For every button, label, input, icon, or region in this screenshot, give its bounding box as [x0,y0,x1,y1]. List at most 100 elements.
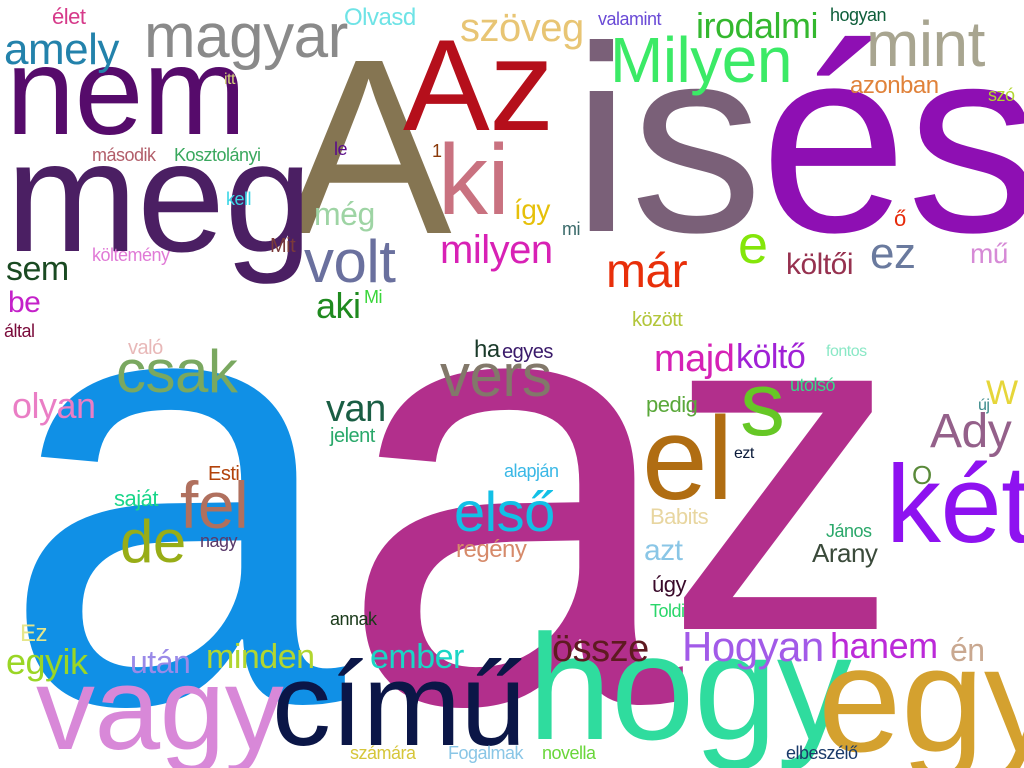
word-kolto: költő [736,338,806,376]
word-sajat: saját [114,486,158,511]
word-is: is [572,0,763,288]
word-szoveg: szöveg [460,6,584,50]
word-hanem: hanem [830,625,938,666]
word-azt: azt [644,534,683,567]
word-van: van [326,388,386,430]
word-majd: majd [654,338,735,380]
word-kell: kell [226,189,252,209]
word-ezt: ezt [734,445,754,462]
word-ki: ki [438,124,510,236]
word-ket: két [886,443,1024,566]
word-utan: után [130,644,191,680]
word-W: W [986,374,1018,412]
word-olyan: olyan [12,385,96,426]
word-meg: meg [6,109,312,285]
word-egy: egy [818,615,1024,768]
word-uj: új [978,397,990,414]
word-Esti: Esti [208,463,240,485]
word-sem: sem [6,250,69,288]
word-hogy: hogy [528,603,852,768]
word-aki: aki [316,285,361,326]
word-elso: első [454,480,555,543]
word-regeny: regény [456,536,527,563]
word-e: e [738,215,768,275]
word-valamint: valamint [598,9,662,29]
word-novella: novella [542,743,596,763]
word-Milyen: Milyen [610,24,792,96]
word-egyes: egyes [502,341,553,363]
word-Kosztolanyi: Kosztolányi [174,145,261,165]
word-valo: való [128,337,163,359]
word-meg2: még [314,196,375,232]
word-en: én [950,632,985,668]
word-minden: minden [206,638,315,676]
word-a-left: a [0,142,345,768]
word-koltemeny: költemény [92,245,170,265]
word-Toldi: Toldi [650,601,685,621]
word-ember: ember [370,638,464,676]
word-hogyan: hogyan [830,5,887,25]
word-Ady: Ady [930,405,1012,458]
word-egyik: egyik [6,641,88,682]
word-mint: mint [866,8,985,80]
word-be: be [8,286,41,319]
word-Hogyan: Hogyan [682,623,824,670]
word-ugy: úgy [652,572,686,597]
word-le: le [334,139,348,159]
word-es: és [760,0,1024,288]
word-milyen: milyen [440,228,553,272]
word-el: el [642,393,733,525]
word-Janos: János [826,521,872,541]
word-Ez: Ez [20,620,48,647]
word-cimu: című [272,639,526,768]
word-igy: így [514,194,550,225]
word-ha: ha [474,336,500,363]
word-csak: csak [116,338,238,405]
word-elbeszelo: elbeszélő [786,743,858,763]
word-vers: vers [440,342,552,409]
word-ez: ez [870,229,916,278]
word-vagy: vagy [36,643,284,768]
word-utolso: utolsó [790,375,836,395]
word-mar: már [606,245,688,298]
word-szo: szó [988,85,1015,105]
word-masodik: második [92,145,156,165]
word-magyar: magyar [144,2,348,71]
word-de: de [120,508,186,575]
word-s: s [740,355,785,455]
word-Fogalmak: Fogalmak [448,743,524,763]
word-pedig: pedig [646,392,698,417]
word-Mi: Mi [364,287,383,307]
word-koltoi: költői [786,248,854,281]
word-mi: mi [562,219,581,239]
word-elet: élet [52,4,86,29]
word-kozott: között [632,309,683,331]
word-irodalmi: irodalmi [696,5,819,46]
word-a-right: a [338,142,683,768]
word-fel: fel [180,468,249,542]
word-nem: nem [6,23,246,161]
word-amely: amely [4,25,119,74]
word-O: O [912,460,932,490]
word-volt: volt [304,228,396,295]
word-ossze: össze [552,628,649,670]
word-annak: annak [330,609,377,629]
word-Arany: Arany [812,538,878,568]
word-1: 1 [432,141,442,161]
word-fontos: fontos [826,343,867,360]
word-Babits: Babits [650,504,709,529]
word-Olvasd: Olvasd [344,4,416,31]
word-o-small: ő [894,206,906,231]
word-mu: mű [970,238,1008,269]
word-z: z [665,204,900,729]
word-itt: itt [224,71,235,88]
word-nagy: nagy [200,531,238,551]
word-alapjan: alapján [504,461,559,481]
word-Mit: Mit [270,235,296,257]
word-jelent: jelent [330,425,375,447]
word-Az: Az [403,12,554,158]
word-altal: által [4,321,35,341]
word-azonban: azonban [850,72,939,99]
word-A: A [285,7,452,286]
